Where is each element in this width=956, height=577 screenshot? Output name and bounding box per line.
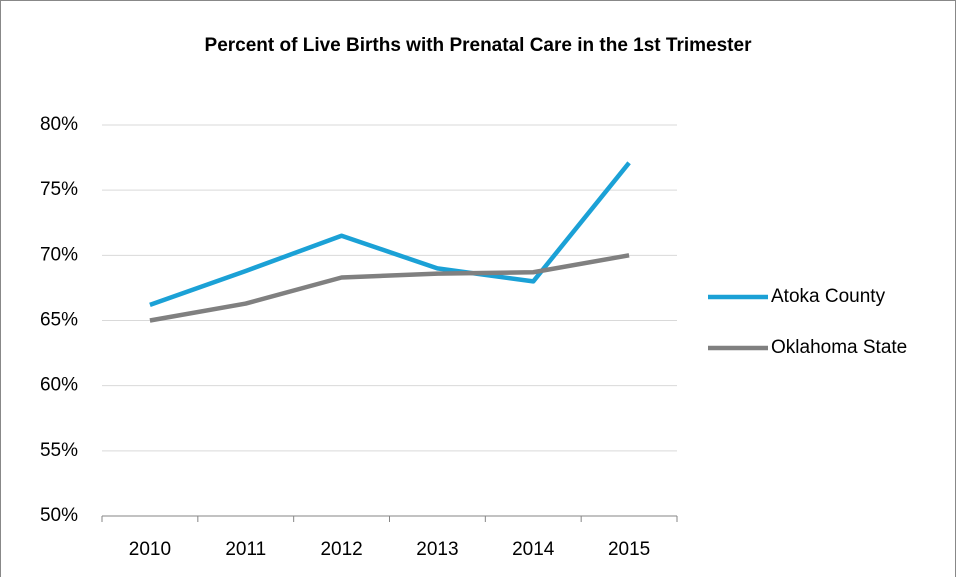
x-tick-label: 2012 (320, 539, 362, 560)
x-tick-label: 2011 (225, 539, 266, 560)
y-tick-label: 60% (40, 375, 78, 396)
x-tick-label: 2010 (129, 539, 171, 560)
series-line (149, 161, 631, 307)
x-tick-label: 2014 (512, 539, 555, 560)
x-tick-label: 2015 (608, 539, 650, 560)
chart-title: Percent of Live Births with Prenatal Car… (205, 35, 753, 56)
y-tick-label: 55% (40, 440, 78, 461)
series-line (149, 253, 630, 323)
legend-label: Oklahoma State (771, 337, 907, 358)
y-tick-label: 70% (40, 244, 78, 265)
legend-label: Atoka County (771, 286, 886, 307)
y-tick-label: 80% (40, 114, 78, 135)
y-tick-label: 50% (40, 505, 78, 526)
y-tick-label: 65% (40, 310, 78, 331)
y-tick-label: 75% (40, 179, 78, 200)
x-tick-label: 2013 (416, 539, 458, 560)
